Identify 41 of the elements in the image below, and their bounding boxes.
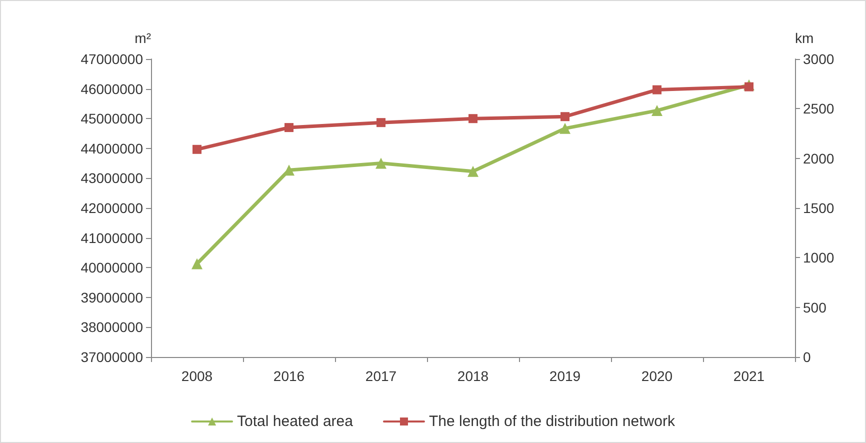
y-tick-label: 46000000: [80, 80, 144, 97]
y-tick-label: 39000000: [80, 289, 144, 306]
y-axis-title: m²: [134, 30, 152, 46]
y-tick-label: 42000000: [80, 200, 144, 216]
point: [560, 112, 570, 122]
y2-tick-label: 2500: [803, 100, 834, 117]
point: [376, 118, 386, 128]
x-tick-label: 2019: [549, 368, 581, 384]
point: [468, 166, 478, 177]
y-tick-label: 38000000: [80, 319, 144, 336]
point: [192, 258, 202, 270]
point: [652, 85, 662, 94]
legend-label: Total heated area: [237, 413, 354, 430]
x-tick-label: 2021: [733, 368, 765, 384]
x-tick-label: 2017: [365, 368, 397, 384]
point: [468, 114, 478, 124]
y2-axis-title: km: [795, 30, 814, 46]
y-tick-label: 44000000: [80, 140, 144, 156]
y-tick-label: 47000000: [80, 51, 144, 67]
y2-tick-label: 3000: [803, 51, 834, 67]
x-tick-label: 2016: [273, 368, 305, 384]
y-tick-label: 40000000: [80, 260, 144, 276]
y2-tick-label: 500: [803, 299, 827, 316]
y-tick-label: 43000000: [80, 170, 144, 186]
y-tick-label: 37000000: [80, 349, 144, 365]
y2-tick-label: 1000: [803, 250, 834, 266]
y-tick-label: 45000000: [80, 110, 144, 127]
point: [192, 144, 202, 154]
legend-label: The length of the distribution network: [428, 413, 676, 430]
y2-tick-label: 0: [803, 349, 811, 365]
point: [744, 82, 754, 92]
y2-tick-label: 1500: [803, 200, 834, 216]
y-tick-label: 41000000: [80, 230, 144, 246]
point: [560, 122, 570, 134]
y2-tick-label: 2000: [803, 150, 834, 166]
point: [376, 158, 386, 169]
x-tick-label: 2018: [457, 368, 489, 384]
x-tick-label: 2008: [181, 368, 213, 384]
point: [652, 105, 662, 116]
point: [284, 123, 294, 132]
x-tick-label: 2020: [641, 368, 673, 384]
